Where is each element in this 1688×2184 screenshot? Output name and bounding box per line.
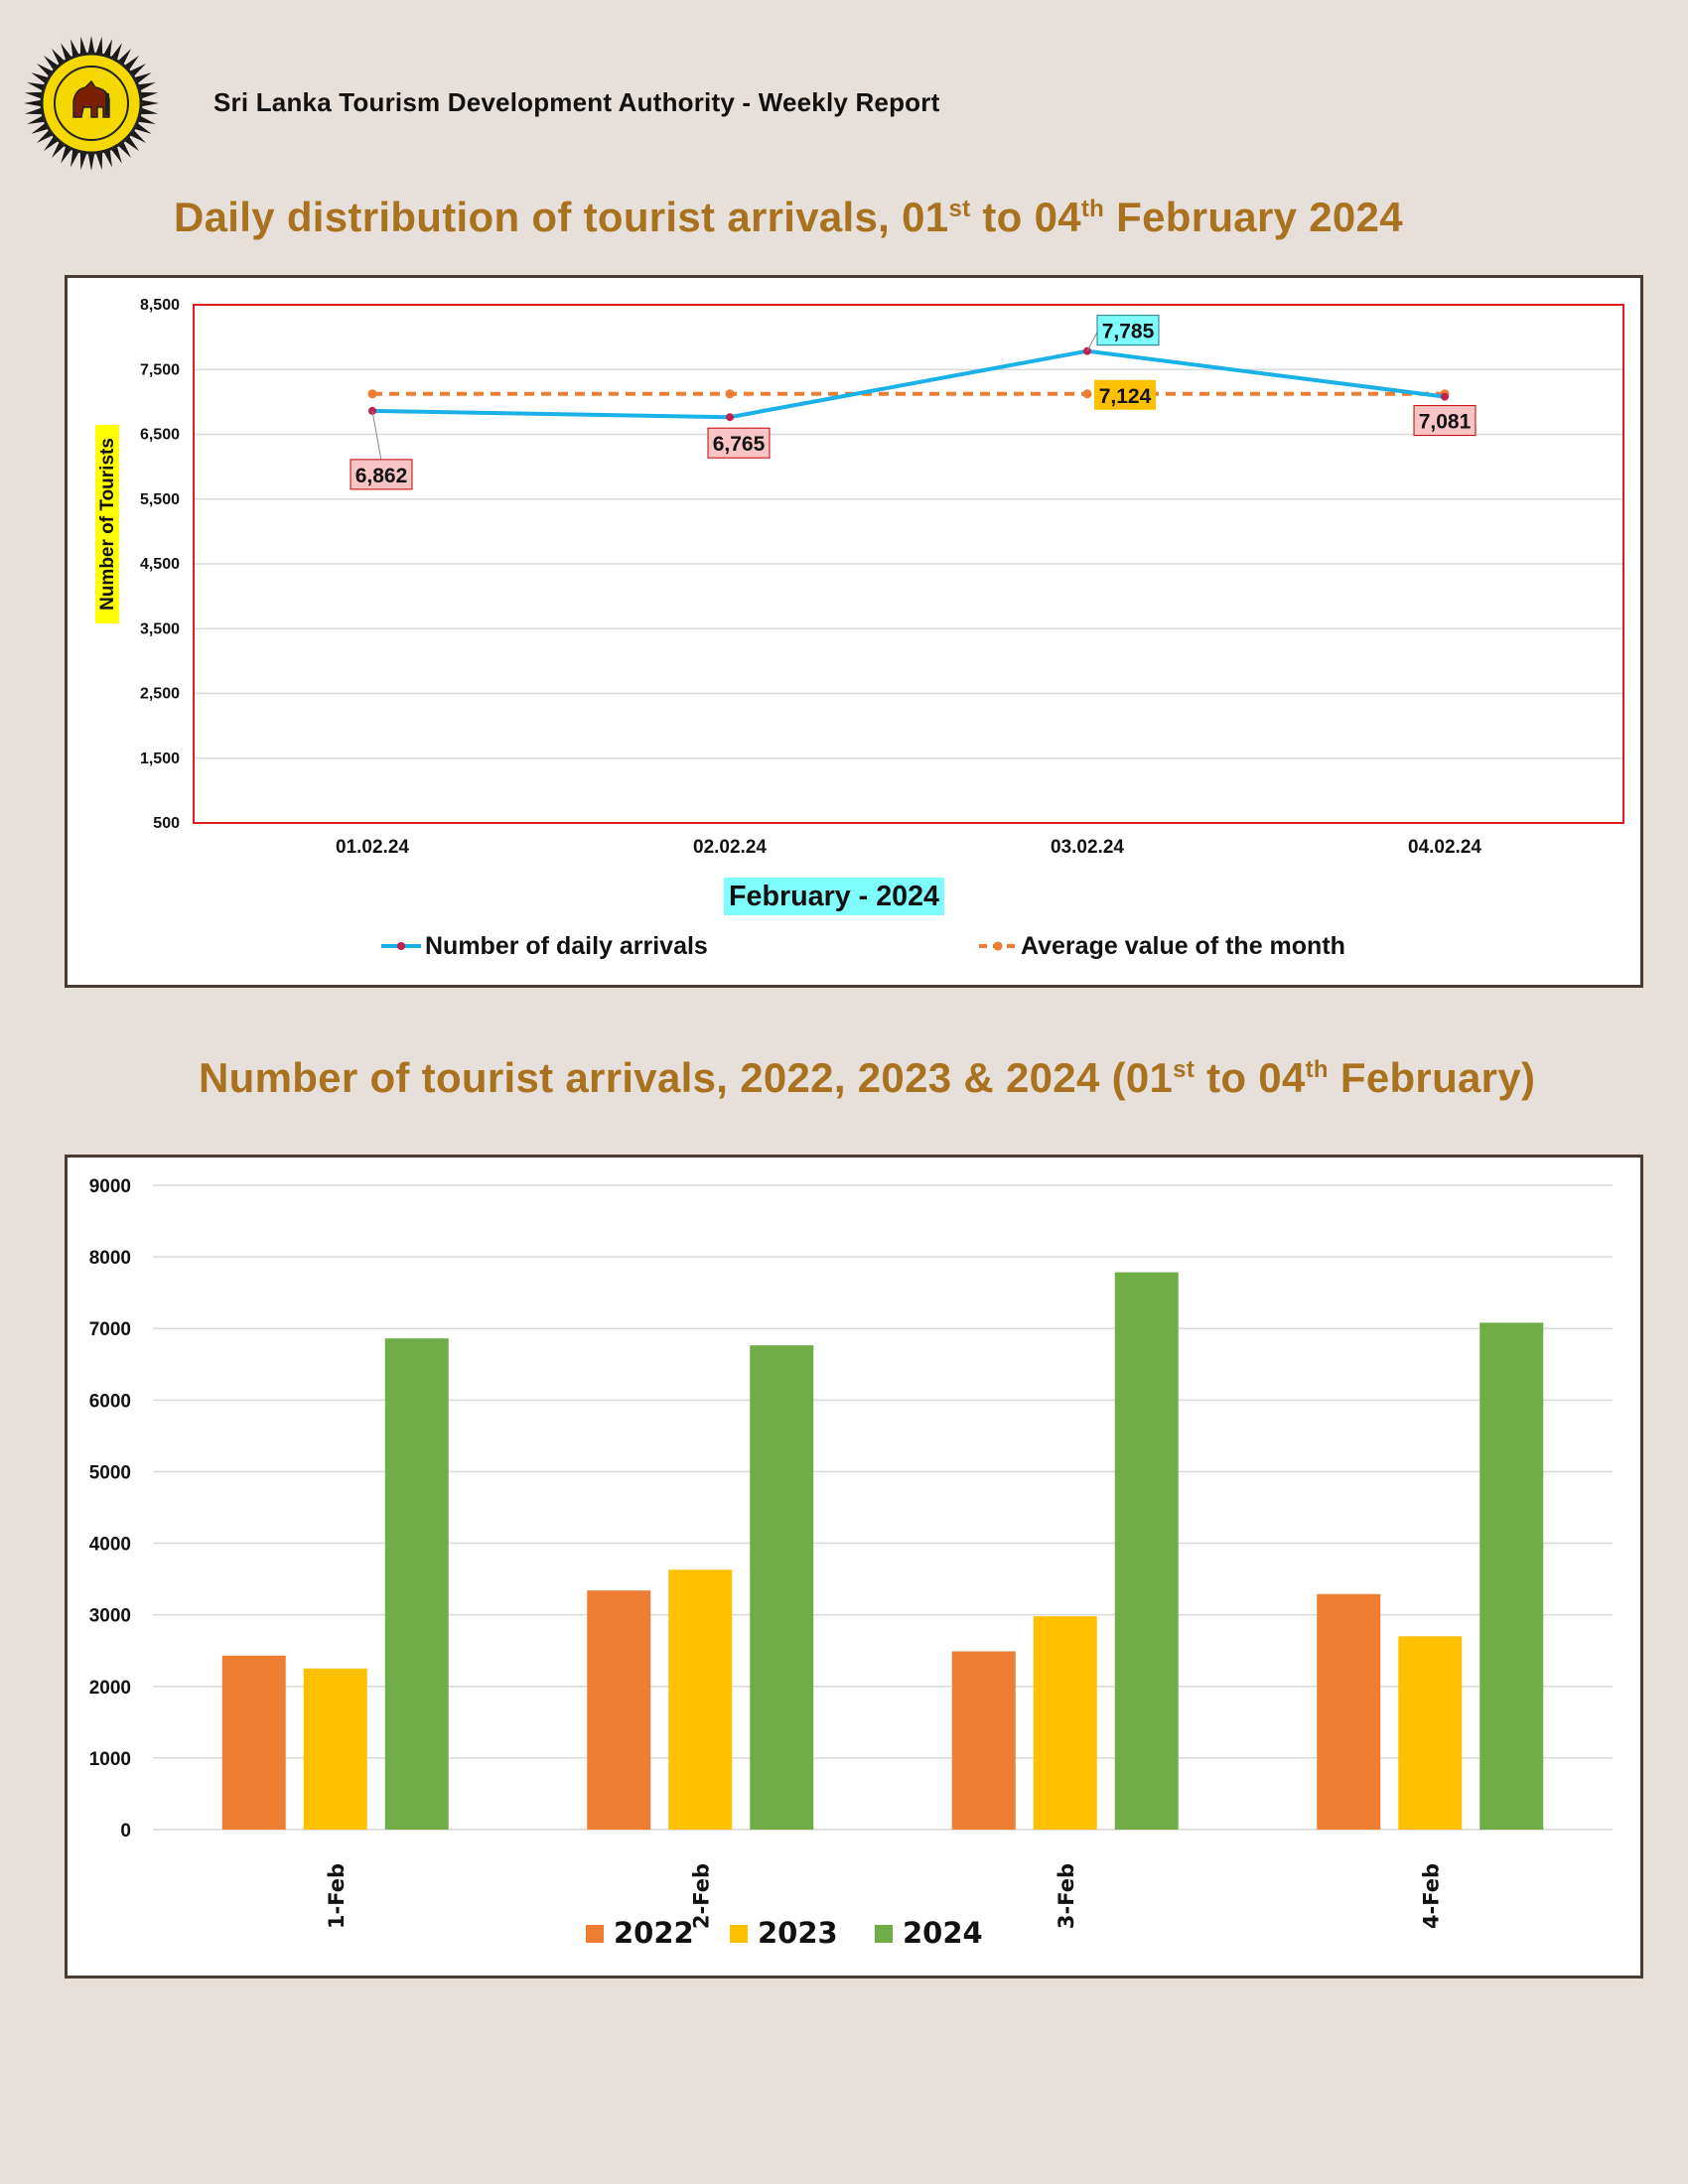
legend-swatch-2023 — [730, 1925, 748, 1943]
legend-average-marker — [993, 941, 1003, 951]
x-tick-label: 03.02.24 — [1051, 837, 1124, 858]
yearly-arrivals-bar-chart: 9000 8000 7000 6000 5000 4000 3000 2000 1000 0 1-F… — [89, 1176, 1613, 1950]
bar-2024 — [1479, 1322, 1544, 1830]
legend-label-2024: 2024 — [903, 1916, 983, 1950]
average-label-box — [1094, 379, 1156, 410]
y-axis-label: Number of Tourists — [95, 425, 119, 623]
bar-2023 — [303, 1668, 367, 1830]
y-tick-label: 1,500 — [140, 751, 180, 767]
y-tick-label: 5,500 — [140, 491, 180, 508]
daily-arrivals-line — [371, 348, 1446, 420]
bar-2023 — [1398, 1636, 1463, 1830]
plot-area-border — [193, 304, 1624, 824]
legend-swatch-2022 — [586, 1925, 604, 1943]
y-tick-label: 3,500 — [140, 620, 180, 637]
daily-arrivals-point — [1441, 392, 1449, 401]
y-tick-label: 500 — [153, 815, 180, 832]
data-label-leader — [371, 410, 382, 461]
legend-swatch-2024 — [875, 1925, 893, 1943]
x-tick-label: 01.02.24 — [336, 837, 409, 858]
bar-chart-panel: 9000 8000 7000 6000 5000 4000 3000 2000 1000 0 1-F… — [65, 1155, 1643, 1979]
line-chart-legend: Number of daily arrivals Average value of… — [381, 932, 1345, 960]
y-tick-label: 9000 — [89, 1176, 131, 1197]
average-point — [725, 389, 735, 399]
bar-2024 — [1114, 1272, 1179, 1830]
bar-2022 — [1317, 1593, 1381, 1830]
legend-daily-label: Number of daily arrivals — [425, 932, 708, 960]
bar-2023 — [1033, 1616, 1097, 1830]
daily-arrivals-point — [726, 413, 734, 422]
y-tick-label: 2,500 — [140, 686, 180, 703]
y-axis-label-text: Number of Tourists — [97, 438, 118, 611]
y-tick-label: 7000 — [89, 1319, 131, 1340]
chart-1-title: Daily distribution of tourist arrivals, … — [174, 194, 1403, 240]
data-label-box — [707, 427, 771, 459]
sltda-logo-icon — [24, 36, 159, 171]
bar-2022 — [951, 1651, 1016, 1830]
average-point — [1082, 389, 1092, 399]
y-tick-label: 8,500 — [140, 297, 180, 314]
legend-daily-marker — [397, 942, 405, 950]
data-label-box — [1096, 315, 1160, 346]
data-label-box — [350, 459, 413, 490]
bar-2022 — [221, 1655, 286, 1830]
x-axis-label: February - 2024 — [729, 881, 939, 912]
average-label: 7,124 — [1099, 385, 1152, 408]
line-chart-panel: 8,500 7,500 6,500 5,500 4,500 3,500 2,500 1,500… — [65, 275, 1643, 988]
bar-2024 — [750, 1345, 814, 1830]
data-label-leader — [1086, 330, 1099, 351]
legend-average-label: Average value of the month — [1021, 932, 1345, 960]
y-tick-label: 7,500 — [140, 361, 180, 378]
x-tick-label: 02.02.24 — [693, 837, 767, 858]
data-label: 7,785 — [1102, 321, 1155, 343]
y-tick-label: 8000 — [89, 1248, 131, 1269]
y-tick-label: 0 — [120, 1821, 131, 1842]
y-tick-label: 2000 — [89, 1678, 131, 1699]
y-axis-label-highlight — [95, 425, 119, 623]
x-tick-label: 4-Feb — [1419, 1863, 1443, 1929]
bar-chart-legend: 2022 2023 2024 — [586, 1916, 983, 1950]
data-label-box — [1413, 405, 1477, 437]
daily-arrivals-line-chart: 8,500 7,500 6,500 5,500 4,500 3,500 2,500 1,500… — [95, 297, 1624, 960]
bar-2022 — [587, 1590, 651, 1830]
y-tick-label: 3000 — [89, 1606, 131, 1627]
legend-label-2022: 2022 — [614, 1916, 694, 1950]
data-label: 6,862 — [355, 465, 408, 487]
x-axis-label-highlight — [724, 878, 944, 915]
report-header: Sri Lanka Tourism Development Authority … — [213, 87, 940, 117]
y-tick-label: 4,500 — [140, 556, 180, 573]
x-tick-label: 1-Feb — [325, 1863, 349, 1929]
x-tick-label: 04.02.24 — [1408, 837, 1481, 858]
chart-2-title: Number of tourist arrivals, 2022, 2023 &… — [199, 1054, 1536, 1101]
y-tick-label: 6000 — [89, 1391, 131, 1412]
y-tick-label: 5000 — [89, 1462, 131, 1483]
y-tick-label: 1000 — [89, 1749, 131, 1770]
x-tick-label: 3-Feb — [1055, 1863, 1078, 1929]
x-tick-label: 2-Feb — [689, 1863, 713, 1929]
y-tick-label: 6,500 — [140, 427, 180, 444]
bar-2024 — [384, 1338, 449, 1830]
data-label: 7,081 — [1419, 411, 1472, 434]
average-point — [367, 389, 377, 399]
data-label: 6,765 — [713, 433, 766, 456]
bar-2023 — [668, 1570, 733, 1830]
y-tick-label: 4000 — [89, 1535, 131, 1556]
legend-label-2023: 2023 — [758, 1916, 838, 1950]
